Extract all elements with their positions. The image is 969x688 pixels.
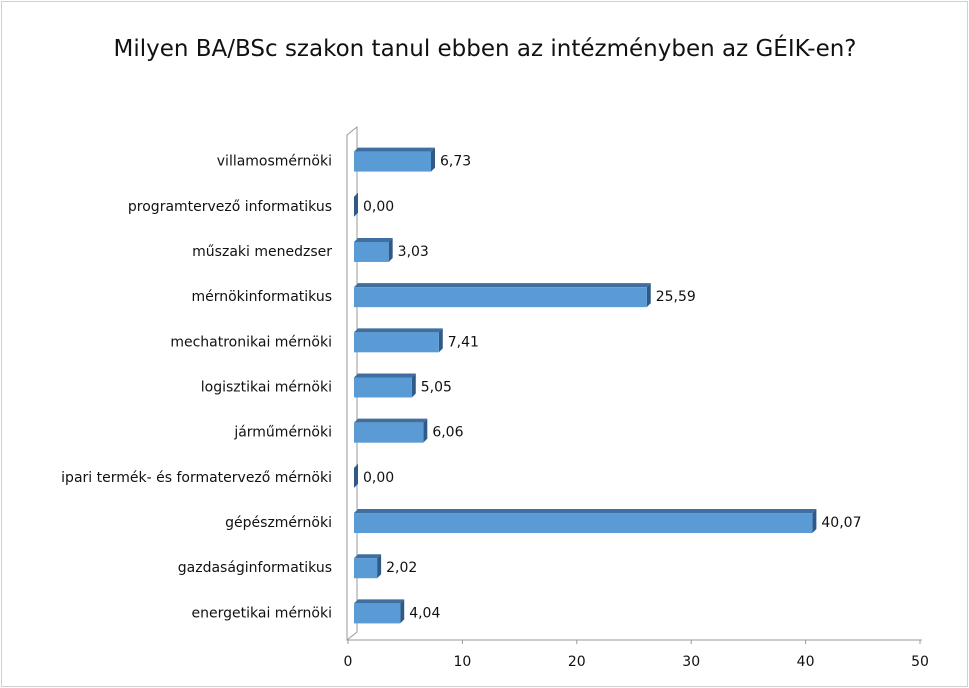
value-label: 4,04	[409, 605, 440, 621]
value-label: 7,41	[448, 334, 479, 350]
bar-top	[354, 237, 393, 242]
bar-front	[354, 241, 389, 262]
value-label: 5,05	[421, 380, 452, 396]
y-tick-label: programtervező informatikus	[128, 199, 332, 215]
x-tick-label: 50	[911, 654, 929, 670]
y-tick-label: ipari termék- és formatervező mérnöki	[61, 470, 332, 486]
bar-front	[354, 377, 412, 398]
bar	[354, 418, 428, 443]
bar	[354, 283, 651, 308]
value-label: 25,59	[656, 289, 696, 305]
bar	[354, 463, 358, 488]
bar	[354, 237, 393, 262]
y-tick-label: járműmérnöki	[233, 425, 332, 441]
bar-side	[438, 328, 443, 353]
bar-side	[812, 509, 817, 534]
bar	[354, 599, 405, 624]
bar-top	[354, 283, 651, 288]
bar-side	[354, 463, 358, 488]
bar-front	[354, 151, 431, 172]
bar-side	[377, 554, 382, 579]
bar	[354, 509, 817, 534]
bar	[354, 147, 435, 172]
value-label: 40,07	[821, 515, 861, 531]
bar-front	[354, 422, 424, 443]
bar	[354, 554, 382, 579]
bar-side	[430, 147, 435, 172]
bar-front	[354, 287, 647, 308]
y-tick-label: műszaki menedzser	[192, 244, 332, 260]
bar-top	[354, 509, 817, 514]
bar-side	[646, 283, 651, 308]
bar	[354, 328, 443, 353]
x-tick-label: 20	[568, 654, 586, 670]
bar-front	[354, 332, 439, 353]
bar-top	[354, 147, 435, 152]
bar	[354, 373, 416, 398]
bar-top	[354, 599, 405, 604]
y-tick-label: villamosmérnöki	[217, 154, 332, 170]
bar-top	[354, 418, 428, 423]
y-tick-label: gazdaságinformatikus	[178, 560, 332, 576]
x-tick-label: 0	[344, 654, 353, 670]
y-tick-label: gépészmérnöki	[225, 515, 332, 531]
value-label: 2,02	[386, 560, 417, 576]
y-tick-label: mechatronikai mérnöki	[170, 334, 332, 350]
bar-top	[354, 554, 382, 559]
value-label: 6,73	[440, 154, 471, 170]
y-tick-label: mérnökinformatikus	[191, 289, 332, 305]
bar-front	[354, 513, 813, 534]
x-tick-label: 10	[453, 654, 471, 670]
bar-side	[411, 373, 416, 398]
bar-top	[354, 328, 443, 333]
value-label: 0,00	[363, 199, 394, 215]
value-label: 3,03	[398, 244, 429, 260]
bar-side	[400, 599, 405, 624]
bar-side	[388, 237, 393, 262]
bar-front	[354, 558, 378, 579]
bar-top	[354, 373, 416, 378]
bar-side	[423, 418, 428, 443]
bar-front	[354, 603, 401, 624]
value-label: 0,00	[363, 470, 394, 486]
y-tick-label: logisztikai mérnöki	[201, 380, 332, 396]
value-label: 6,06	[432, 425, 463, 441]
x-tick-label: 30	[682, 654, 700, 670]
bar	[354, 192, 358, 217]
x-tick-label: 40	[797, 654, 815, 670]
bar-side	[354, 192, 358, 217]
chart-title: Milyen BA/BSc szakon tanul ebben az inté…	[113, 36, 857, 62]
y-tick-label: energetikai mérnöki	[192, 605, 332, 621]
